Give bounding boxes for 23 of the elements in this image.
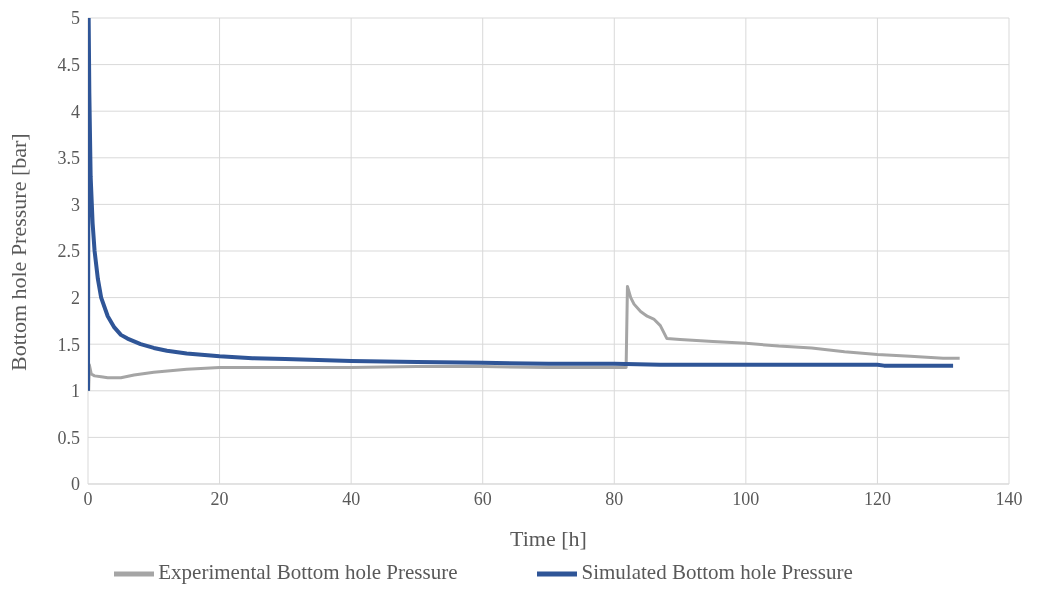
line-series [88,18,956,393]
x-axis-title: Time [h] [510,526,587,551]
y-tick-label: 5 [71,8,80,29]
x-tick-label: 20 [210,488,229,509]
x-tick-label: 40 [342,488,361,509]
y-tick-label: 1 [71,381,80,402]
legend-label: Simulated Bottom hole Pressure [581,559,853,584]
y-axis-title: Bottom hole Pressure [bar] [5,133,31,371]
x-tick-label: 60 [473,488,492,509]
y-tick-label: 3 [71,194,80,215]
y-tick-label: 0.5 [57,427,80,448]
x-tick-label: 120 [863,488,891,509]
y-tick-label: 1.5 [57,334,80,355]
y-tick-label: 4 [71,101,80,122]
y-tick-label: 2 [71,287,80,308]
x-tick-label: 80 [605,488,624,509]
y-tick-label: 3.5 [57,148,80,169]
y-tick-label: 0 [71,474,80,495]
y-tick-label: 4.5 [57,54,80,75]
legend-label: Experimental Bottom hole Pressure [158,559,458,584]
x-tick-label: 140 [995,488,1023,509]
x-tick-label: 100 [732,488,760,509]
y-tick-label: 2.5 [57,241,80,262]
